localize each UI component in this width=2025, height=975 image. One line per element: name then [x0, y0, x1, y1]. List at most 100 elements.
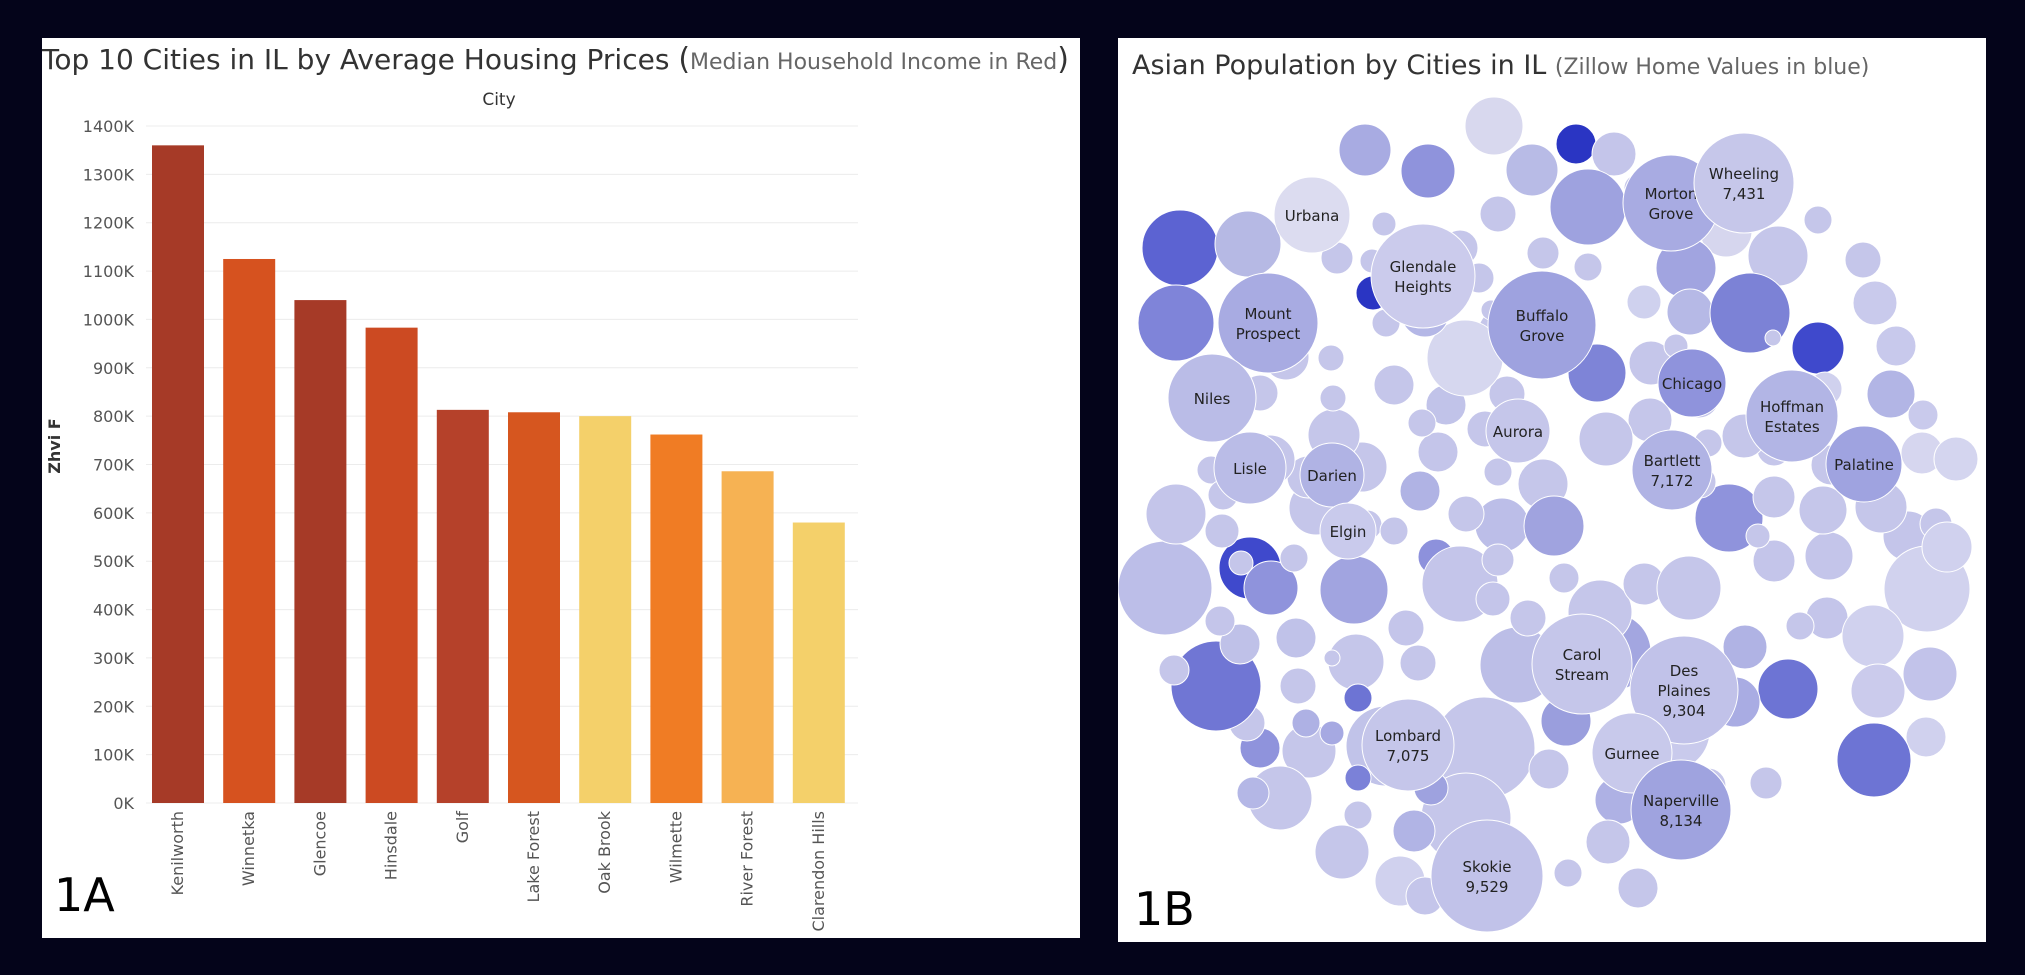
city-bubble — [1764, 329, 1782, 347]
city-bubble — [1803, 205, 1833, 235]
city-bubble — [1141, 209, 1219, 287]
city-bubble-niles: Niles — [1167, 353, 1257, 443]
city-bubble — [1145, 483, 1207, 545]
city-bubble — [1757, 658, 1819, 720]
bubble-label: Mount — [1244, 305, 1291, 323]
bubble-label: Elgin — [1330, 523, 1367, 541]
city-bubble-lombard: Lombard 7,075 — [1361, 698, 1455, 792]
x-ticks: Kenilworth Winnetka Glencoe Hinsdale Golf Lak… — [168, 810, 828, 931]
bubble-label: Skokie — [1463, 858, 1512, 876]
bubble-label: Hoffman — [1760, 398, 1824, 416]
bubble-circle — [1825, 425, 1903, 503]
y-tick-label: 1100K — [83, 262, 135, 281]
city-bubble-chicago: Chicago — [1657, 348, 1727, 418]
bubble-label: Lisle — [1233, 460, 1267, 478]
y-ticks: 0K 100K 200K 300K 400K 500K 600K 700K 800K 900K 10… — [83, 117, 135, 813]
city-bubble — [1399, 644, 1437, 682]
title-main: Asian Population by Cities in IL — [1132, 50, 1555, 81]
bubble-circle — [1631, 429, 1713, 511]
bubble-circle — [1217, 272, 1319, 374]
y-tick-label: 400K — [93, 601, 135, 620]
x-tick-label: Winnetka — [239, 811, 258, 886]
bar-glencoe — [294, 300, 347, 803]
city-bubble-des-plaines: Des Plaines 9,304 — [1629, 635, 1739, 745]
x-tick-label: Kenilworth — [168, 811, 187, 895]
city-bubble — [1591, 131, 1637, 177]
city-bubble — [1798, 485, 1848, 535]
city-bubble — [1464, 96, 1524, 156]
panel-1b: Asian Population by Cities in IL (Zillow… — [1118, 38, 1986, 942]
city-bubble — [1291, 708, 1321, 738]
city-bubble — [1399, 470, 1441, 512]
bubble-circle — [1370, 223, 1476, 329]
city-bubble — [1791, 321, 1845, 375]
bubble-label: Naperville — [1643, 792, 1719, 810]
city-bubble — [1548, 562, 1580, 594]
city-bubble — [1275, 617, 1317, 659]
city-bubble — [1236, 776, 1270, 810]
city-bubble — [1400, 143, 1456, 199]
bubble-label: Niles — [1194, 390, 1231, 408]
city-bubble — [1844, 241, 1882, 279]
city-bubble — [1392, 809, 1436, 853]
city-bubble-urbana: Urbana — [1273, 176, 1351, 254]
bubble-value: 7,431 — [1723, 185, 1766, 203]
bar-winnetka — [223, 258, 276, 803]
city-bubble — [1214, 210, 1282, 278]
city-bubble — [1866, 369, 1916, 419]
y-tick-label: 500K — [93, 552, 135, 571]
x-tick-label: Glencoe — [310, 811, 329, 876]
city-bubble — [1523, 495, 1585, 557]
bubble-circle — [1693, 132, 1795, 234]
bubble-label: Aurora — [1493, 423, 1543, 441]
city-bubble — [1228, 550, 1254, 576]
y-tick-label: 200K — [93, 697, 135, 716]
panel-tag-1a: 1A — [54, 868, 115, 922]
small-bubbles — [1118, 96, 1979, 916]
bubble-value: 9,304 — [1663, 702, 1706, 720]
city-bubble — [1656, 555, 1722, 621]
city-bubble — [1371, 211, 1397, 237]
x-tick-label: Oak Brook — [595, 810, 614, 894]
city-bubble — [1479, 195, 1517, 233]
bubble-value: 7,075 — [1387, 747, 1430, 765]
bar-river-forest — [721, 471, 774, 803]
city-bubble — [1475, 581, 1511, 617]
title-close-paren: ) — [1057, 42, 1069, 77]
bubble-circle — [1167, 353, 1257, 443]
city-bubble-elgin: Elgin — [1319, 502, 1377, 560]
bubble-circle — [1630, 759, 1732, 861]
bubble-circle — [1299, 442, 1365, 508]
city-bubble — [1474, 497, 1530, 553]
bubble-label: Gurnee — [1605, 745, 1660, 763]
bubble-label: Stream — [1555, 666, 1609, 684]
city-bubble — [1553, 858, 1583, 888]
city-bubble — [1722, 624, 1768, 670]
city-bubble — [1319, 720, 1345, 746]
bubble-label: Glendale — [1390, 258, 1457, 276]
bar-wilmette — [650, 434, 703, 803]
city-bubble — [1158, 654, 1190, 686]
city-bubble — [1219, 623, 1261, 665]
bubble-label: Des — [1670, 662, 1699, 680]
bubble-label: Bartlett — [1644, 452, 1701, 470]
city-bubble — [1317, 344, 1345, 372]
x-tick-label: Golf — [453, 811, 472, 844]
bubble-label: Palatine — [1834, 456, 1894, 474]
y-tick-label: 900K — [93, 359, 135, 378]
bar-clarendon-hills — [792, 522, 845, 803]
city-bubble — [1314, 824, 1370, 880]
city-bubble — [1905, 716, 1947, 758]
city-bubble-palatine: Palatine — [1825, 425, 1903, 503]
bar-lake-forest — [508, 412, 560, 803]
bubble-label: Estates — [1764, 418, 1819, 436]
city-bubble-lisle: Lisle — [1213, 431, 1287, 505]
city-bubble-buffalo-grove: Buffalo Grove — [1487, 270, 1597, 380]
y-tick-label: 100K — [93, 746, 135, 765]
bubble-label: Darien — [1307, 467, 1357, 485]
city-bubble — [1933, 436, 1979, 482]
bubble-label: Carol — [1563, 646, 1602, 664]
chart-title-1a: Top 10 Cities in IL by Average Housing P… — [42, 42, 1069, 77]
bubble-label: Lombard — [1375, 727, 1441, 745]
bars — [152, 145, 845, 803]
